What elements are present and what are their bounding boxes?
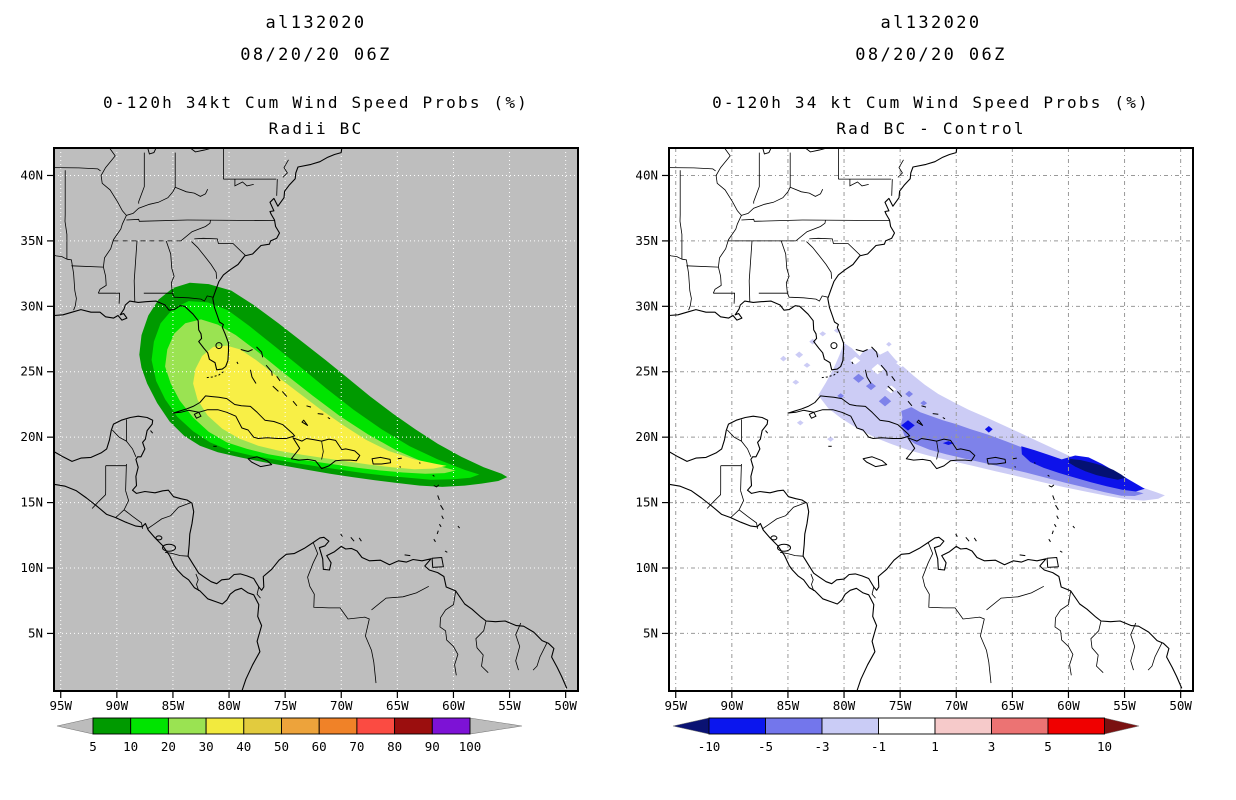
- colorbar-boundary-label: 90: [425, 739, 440, 754]
- colorbar-boundary-label: 20: [161, 739, 176, 754]
- lon-tick-label: 50W: [554, 698, 577, 713]
- probability-colorbar: 5 10 20 30 40 50 60 70 80 90 100: [56, 717, 523, 754]
- colorbar-boundary-label: 1: [931, 739, 939, 754]
- lon-tick-label: 60W: [442, 698, 465, 713]
- colorbar-boundary-label: 60: [312, 739, 327, 754]
- lat-tick-label: 10N: [20, 560, 43, 575]
- product-subtitle: Radii BC: [268, 119, 364, 138]
- lon-tick-label: 55W: [1113, 698, 1136, 713]
- colorbar-boundary-label: 80: [387, 739, 402, 754]
- lon-tick-label: 70W: [330, 698, 353, 713]
- lat-tick-label: 15N: [635, 495, 658, 510]
- lat-tick-label: 15N: [20, 495, 43, 510]
- product-title: 0-120h 34kt Cum Wind Speed Probs (%): [103, 93, 529, 112]
- colorbar-boundary-label: 50: [274, 739, 289, 754]
- colorbar-boundary-label: -1: [871, 739, 886, 754]
- lat-tick-label: 20N: [20, 429, 43, 444]
- lon-tick-label: 80W: [833, 698, 856, 713]
- lat-tick-label: 25N: [635, 364, 658, 379]
- lat-tick-label: 30N: [635, 298, 658, 313]
- colorbar-boundary-label: 100: [459, 739, 482, 754]
- colorbar-boundary-label: 10: [123, 739, 138, 754]
- lon-tick-label: 75W: [274, 698, 297, 713]
- lon-tick-label: 65W: [1001, 698, 1024, 713]
- lat-tick-label: 20N: [635, 429, 658, 444]
- probability-map: 40N 35N 30N 25N 20N 15N 10N 5N 95W 90W 85W 80W 75W 70…: [20, 147, 579, 713]
- colorbar-boundary-label: -5: [758, 739, 773, 754]
- lon-tick-label: 55W: [498, 698, 521, 713]
- storm-id: al132020: [880, 13, 982, 33]
- lon-tick-label: 60W: [1057, 698, 1080, 713]
- colorbar-boundary-label: 5: [1044, 739, 1052, 754]
- lon-tick-label: 65W: [386, 698, 409, 713]
- lon-tick-label: 85W: [162, 698, 185, 713]
- lon-tick-label: 85W: [777, 698, 800, 713]
- lon-tick-label: 95W: [49, 698, 72, 713]
- lon-tick-label: 90W: [106, 698, 129, 713]
- lon-tick-label: 75W: [889, 698, 912, 713]
- colorbar-boundary-label: 40: [236, 739, 251, 754]
- lat-tick-label: 5N: [28, 625, 43, 640]
- lat-tick-label: 10N: [635, 560, 658, 575]
- lat-tick-label: 35N: [20, 233, 43, 248]
- colorbar-boundary-label: 10: [1097, 739, 1112, 754]
- lon-tick-label: 50W: [1169, 698, 1192, 713]
- colorbar-boundary-label: -10: [698, 739, 721, 754]
- init-datetime: 08/20/20 06Z: [240, 45, 392, 65]
- left-panel-titles: al132020 08/20/20 06Z 0-120h 34kt Cum Wi…: [54, 12, 578, 140]
- colorbar-boundary-label: 70: [349, 739, 364, 754]
- lat-tick-label: 40N: [635, 167, 658, 182]
- lon-tick-label: 80W: [218, 698, 241, 713]
- difference-map: 40N 35N 30N 25N 20N 15N 10N 5N 95W 90W 85W 80W 75W 70…: [635, 147, 1194, 713]
- lat-tick-label: 5N: [643, 625, 658, 640]
- colorbar-boundary-label: 3: [988, 739, 996, 754]
- lon-tick-label: 95W: [664, 698, 687, 713]
- lat-tick-label: 35N: [635, 233, 658, 248]
- lat-tick-label: 30N: [20, 298, 43, 313]
- init-datetime: 08/20/20 06Z: [855, 45, 1007, 65]
- lon-tick-label: 70W: [945, 698, 968, 713]
- storm-id: al132020: [265, 13, 367, 33]
- lat-tick-label: 25N: [20, 364, 43, 379]
- right-panel-titles: al132020 08/20/20 06Z 0-120h 34 kt Cum W…: [669, 12, 1193, 140]
- colorbar-boundary-label: 30: [199, 739, 214, 754]
- product-title: 0-120h 34 kt Cum Wind Speed Probs (%): [712, 93, 1150, 112]
- lat-tick-label: 40N: [20, 167, 43, 182]
- lon-tick-label: 90W: [721, 698, 744, 713]
- colorbar-boundary-label: -3: [814, 739, 829, 754]
- product-subtitle: Rad BC - Control: [836, 119, 1026, 138]
- difference-colorbar: -10 -5 -3 -1 1 3 5 10: [672, 717, 1140, 754]
- colorbar-boundary-label: 5: [89, 739, 97, 754]
